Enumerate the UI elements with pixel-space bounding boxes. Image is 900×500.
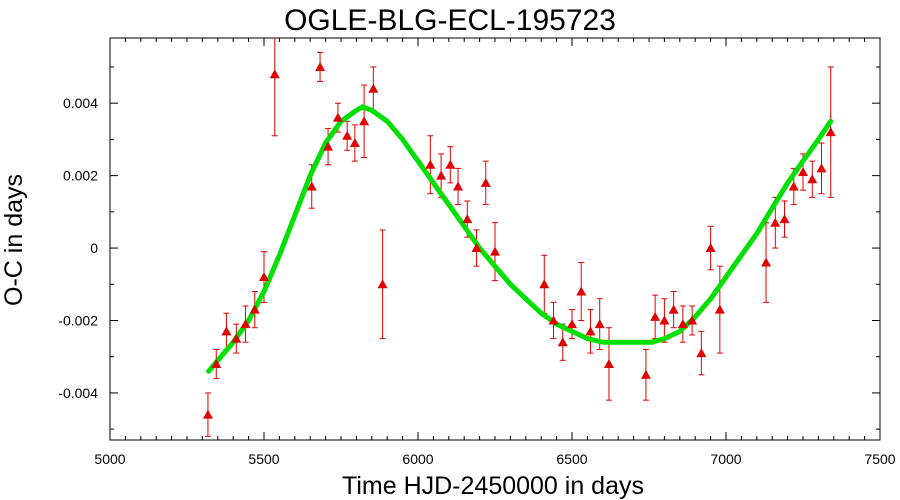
- data-point: [807, 174, 818, 184]
- data-point: [705, 243, 716, 253]
- data-point: [349, 138, 360, 148]
- x-tick-labels: 5000 5500 6000 6500 7000 7500: [94, 451, 895, 467]
- data-point: [825, 127, 836, 137]
- data-point: [567, 319, 577, 329]
- data-point: [269, 69, 280, 79]
- x-tick-label: 5500: [248, 451, 279, 467]
- data-point: [480, 177, 491, 187]
- data-point: [221, 326, 232, 336]
- y-tick-label: -0.004: [58, 385, 98, 401]
- x-tick-label: 6500: [556, 451, 587, 467]
- x-tick-label: 7000: [710, 451, 741, 467]
- data-point: [445, 159, 456, 169]
- y-tick-labels: -0.004 -0.002 0 0.002 0.004: [58, 95, 98, 401]
- x-tick-label: 5000: [94, 451, 125, 467]
- data-point: [377, 279, 388, 289]
- data-point: [249, 304, 260, 314]
- data-point: [332, 112, 343, 122]
- fit-curve: [206, 104, 834, 374]
- y-tick-label: 0: [90, 240, 98, 256]
- data-point: [585, 326, 596, 336]
- data-point: [640, 369, 651, 379]
- x-axis-ticks: [109, 38, 881, 440]
- data-point: [668, 304, 679, 314]
- data-point: [323, 141, 334, 151]
- data-point: [259, 272, 269, 282]
- data-point: [816, 163, 827, 173]
- data-point: [650, 311, 661, 321]
- data-point: [770, 217, 781, 227]
- data-point: [696, 348, 707, 358]
- data-point: [342, 130, 353, 140]
- chart-title: OGLE-BLG-ECL-195723: [284, 4, 616, 37]
- data-point: [359, 116, 370, 126]
- data-points: [202, 61, 836, 419]
- x-axis-title: Time HJD-2450000 in days: [342, 472, 644, 500]
- data-point: [659, 315, 670, 325]
- data-point: [315, 61, 326, 71]
- data-point: [490, 246, 500, 256]
- data-point: [677, 319, 688, 329]
- data-point: [714, 304, 725, 314]
- data-point: [202, 409, 213, 419]
- data-point: [240, 319, 251, 329]
- data-point: [594, 319, 605, 329]
- data-point: [306, 181, 317, 191]
- data-point: [779, 214, 790, 224]
- y-tick-label: 0.002: [63, 168, 98, 184]
- data-point: [471, 243, 482, 253]
- y-tick-label: 0.004: [63, 95, 98, 111]
- data-point: [761, 257, 772, 267]
- data-point: [368, 83, 379, 93]
- data-point: [798, 167, 808, 176]
- y-axis-ticks: [110, 102, 880, 394]
- data-point: [576, 286, 587, 296]
- data-point: [436, 170, 447, 180]
- data-point: [603, 358, 614, 368]
- y-axis-title: O-C in days: [0, 174, 28, 306]
- data-point: [687, 315, 698, 325]
- y-axis-minor-ticks: [110, 66, 880, 430]
- data-point: [462, 214, 473, 224]
- x-tick-label: 6000: [402, 451, 433, 467]
- data-point: [231, 333, 242, 343]
- data-point: [539, 279, 550, 289]
- error-bars: [204, 38, 834, 437]
- data-point: [425, 159, 436, 169]
- data-point: [788, 181, 799, 191]
- x-axis-minor-ticks: [124, 38, 866, 440]
- x-tick-label: 7500: [864, 451, 895, 467]
- data-point: [557, 337, 568, 347]
- plot-area: [109, 37, 881, 441]
- data-point: [211, 358, 222, 368]
- y-tick-label: -0.002: [58, 312, 98, 328]
- data-point: [453, 181, 464, 191]
- data-point: [548, 315, 559, 325]
